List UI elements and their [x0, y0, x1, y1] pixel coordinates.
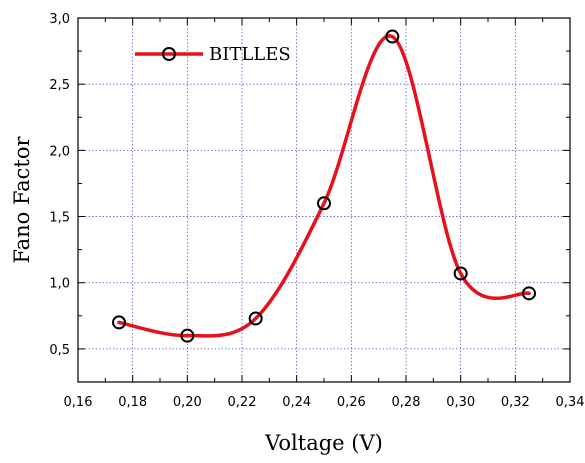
x-tick-label: 0,34 [556, 395, 585, 410]
x-tick-label: 0,22 [228, 395, 257, 410]
x-tick-label: 0,20 [173, 395, 202, 410]
x-tick-label: 0,28 [392, 395, 421, 410]
legend: BITLLES [135, 44, 291, 65]
x-tick-labels: 0,16 0,18 0,20 0,22 0,24 0,26 0,28 0,30 0,32 0,34 [64, 395, 585, 410]
y-tick-label: 3,0 [49, 12, 70, 27]
y-tick-label: 2,5 [49, 78, 70, 93]
y-tick-label: 0,5 [49, 343, 70, 358]
series-markers [113, 31, 535, 342]
y-tick-label: 2,0 [49, 144, 70, 159]
x-tick-label: 0,18 [118, 395, 147, 410]
y-axis-title: Fano Factor [10, 136, 34, 264]
x-tick-label: 0,16 [64, 395, 93, 410]
x-tick-label: 0,24 [282, 395, 311, 410]
series-line [119, 36, 529, 336]
y-tick-label: 1,5 [49, 211, 70, 226]
x-axis-title: Voltage (V) [264, 431, 383, 455]
y-tick-label: 1,0 [49, 277, 70, 292]
x-tick-label: 0,26 [337, 395, 366, 410]
x-tick-label: 0,30 [446, 395, 475, 410]
y-tick-labels: 0,5 1,0 1,5 2,0 2,5 3,0 [49, 12, 70, 358]
legend-label: BITLLES [209, 44, 291, 65]
x-tick-label: 0,32 [501, 395, 530, 410]
